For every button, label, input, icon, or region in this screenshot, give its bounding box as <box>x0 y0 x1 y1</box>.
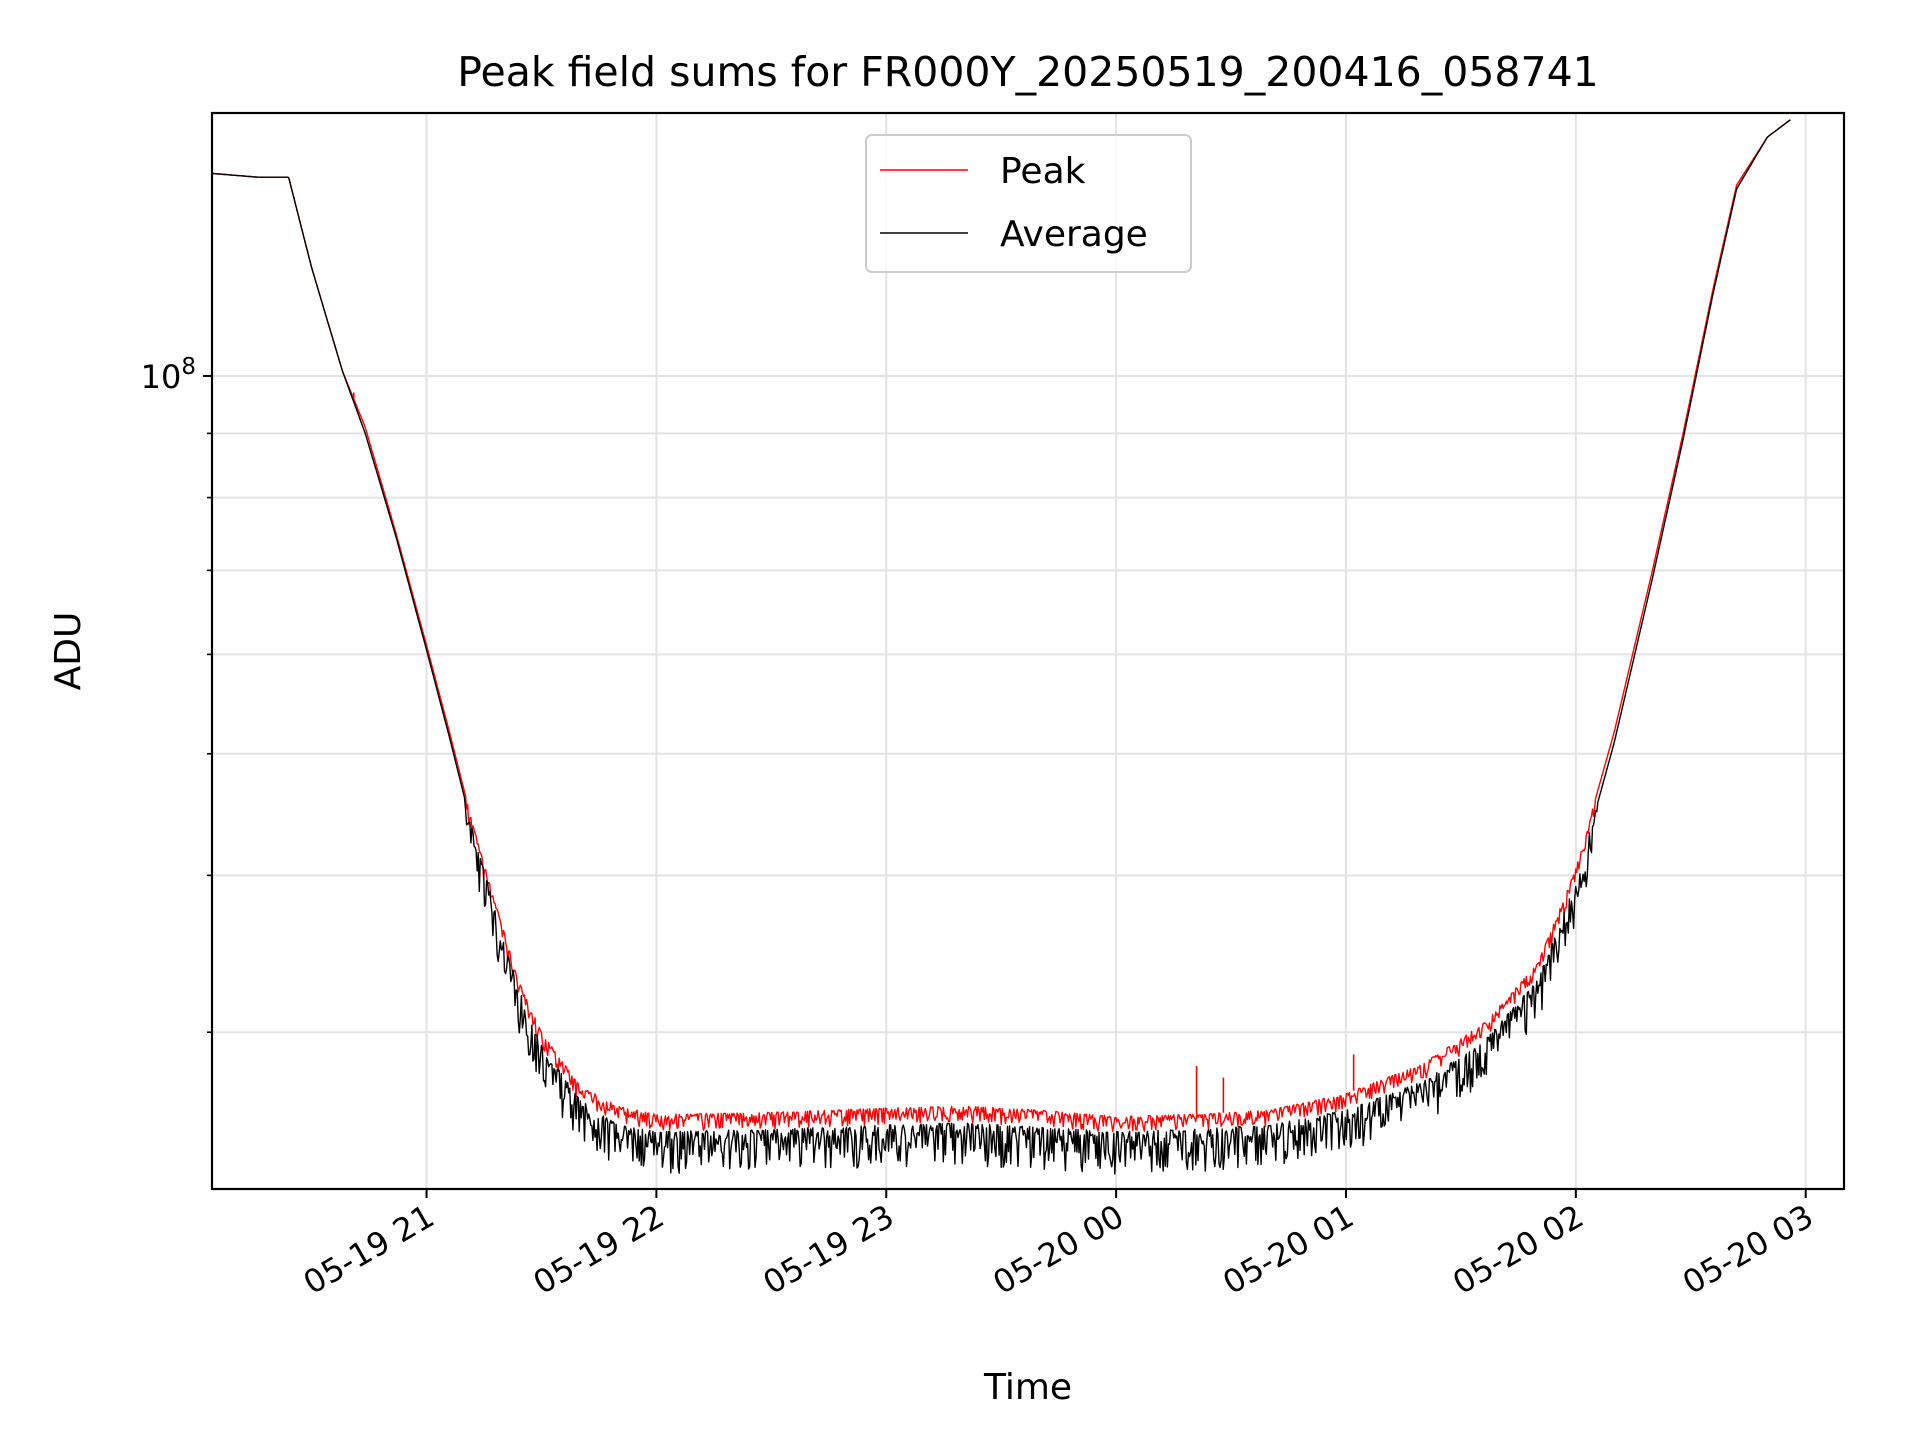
x-axis-label: Time <box>983 1367 1072 1408</box>
grid <box>212 113 1844 1189</box>
series-line-peak <box>211 119 1791 1132</box>
legend: Peak Average <box>865 134 1192 273</box>
y-axis-label: ADU <box>48 612 89 691</box>
series-line-average <box>211 119 1791 1175</box>
legend-label-peak: Peak <box>1000 151 1086 192</box>
legend-label-average: Average <box>1000 214 1148 255</box>
series-layer <box>211 119 1791 1175</box>
plot-frame <box>210 111 1846 1191</box>
chart-title: Peak field sums for FR000Y_20250519_2004… <box>457 48 1599 96</box>
